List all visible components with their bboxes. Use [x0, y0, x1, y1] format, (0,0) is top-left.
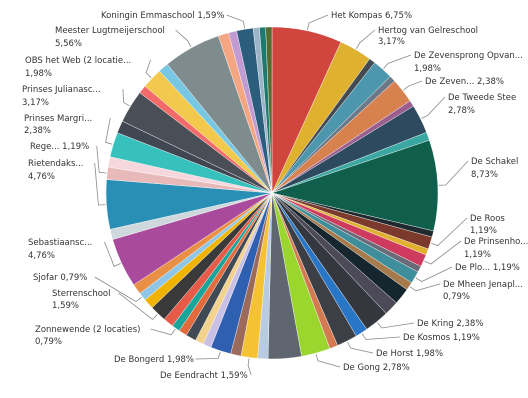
slice-value-de-prinsenho: 1,19% — [464, 250, 491, 260]
leader-line-de-schakel — [438, 160, 469, 186]
pie-slice-unlabeled-56[interactable] — [265, 26, 273, 194]
slice-labels: Het Kompas 6,75%Hertog van Gelreschool3,… — [22, 11, 528, 381]
label-leader-lines — [94, 14, 469, 376]
slice-label-de-schakel: De Schakel — [471, 157, 518, 167]
leader-line-de-kring — [377, 322, 415, 329]
leader-line-rege — [96, 145, 107, 174]
leader-line-meester-lugtmeijerschool — [175, 29, 192, 48]
slice-value-de-zevensprong-opvan: 1,98% — [414, 64, 441, 74]
slice-label-de-kring: De Kring 2,38% — [417, 319, 483, 329]
slice-label-de-kosmos: De Kosmos 1,19% — [403, 333, 480, 343]
leader-line-zonnewende-2-locaties — [150, 328, 176, 336]
leader-line-de-roos — [431, 217, 468, 246]
leader-line-de-zeven — [403, 80, 423, 91]
leader-line-het-kompas — [307, 14, 329, 30]
slice-value-sebastiaansc: 4,76% — [28, 251, 55, 261]
slice-label-het-kompas: Het Kompas 6,75% — [331, 11, 412, 21]
slice-label-prinses-julianasc: Prinses Julianasc... — [22, 85, 101, 95]
leader-line-hertog-van-gelreschool — [355, 29, 376, 50]
pie-slices — [105, 26, 439, 360]
leader-line-de-kosmos — [361, 333, 401, 340]
slice-label-sjofar: Sjofar 0,79% — [33, 273, 87, 283]
leader-line-rietendaks — [94, 162, 106, 206]
slice-value-de-schakel: 8,73% — [471, 170, 498, 180]
slice-label-hertog-van-gelreschool: Hertog van Gelreschool — [378, 26, 478, 36]
slice-value-hertog-van-gelreschool: 3,17% — [378, 37, 405, 47]
slice-value-de-tweede-stee: 2,78% — [448, 106, 475, 116]
pie-slice-de-schakel[interactable] — [271, 140, 439, 232]
slice-value-sterrenschool: 1,59% — [52, 301, 79, 311]
slice-label-de-mheen-jenapl: De Mheen Jenapl... — [443, 280, 523, 290]
slice-value-prinses-julianasc: 3,17% — [22, 98, 49, 108]
slice-label-meester-lugtmeijerschool: Meester Lugtmeijerschool — [55, 26, 165, 36]
slice-label-de-zevensprong-opvan: De Zevensprong Opvan... — [414, 51, 523, 61]
leader-line-de-plo — [415, 266, 453, 282]
leader-line-de-tweede-stee — [421, 96, 446, 119]
slice-label-rietendaks: Rietendaks... — [28, 159, 84, 169]
slice-value-de-roos: 1,19% — [470, 226, 497, 236]
leader-line-de-bongerd — [195, 351, 221, 360]
slice-label-prinses-margri: Prinses Margri... — [24, 114, 92, 124]
slice-value-zonnewende-2-locaties: 0,79% — [35, 337, 62, 347]
slice-label-rege: Rege... 1,19% — [30, 142, 89, 152]
slice-label-de-bongerd: De Bongerd 1,98% — [114, 355, 194, 365]
leader-line-de-prinsenho — [424, 240, 462, 265]
slice-label-de-eendracht: De Eendracht 1,59% — [160, 371, 248, 381]
slice-label-de-gong: De Gong 2,78% — [343, 363, 410, 373]
leader-line-sebastiaansc — [104, 241, 121, 267]
leader-line-prinses-julianasc — [122, 88, 130, 107]
leader-line-prinses-margri — [105, 117, 113, 145]
slice-label-de-plo: De Plo... 1,19% — [455, 263, 520, 273]
slice-label-de-tweede-stee: De Tweede Stee — [448, 93, 516, 103]
leader-line-de-eendracht — [247, 358, 252, 376]
slice-label-obs-het-web-2-locatie: OBS het Web (2 locatie... — [25, 56, 131, 66]
slice-value-prinses-margri: 2,38% — [24, 126, 51, 136]
slice-value-meester-lugtmeijerschool: 5,56% — [55, 39, 82, 49]
slice-label-sebastiaansc: Sebastiaansc... — [28, 238, 92, 248]
leader-line-sterrenschool — [118, 292, 158, 321]
slice-value-obs-het-web-2-locatie: 1,98% — [25, 69, 52, 79]
slice-value-de-mheen-jenapl: 0,79% — [443, 292, 470, 302]
slice-value-rietendaks: 4,76% — [28, 172, 55, 182]
leader-line-de-zevensprong-opvan — [383, 54, 412, 69]
leader-line-de-mheen-jenapl — [409, 283, 441, 292]
slice-label-de-horst: De Horst 1,98% — [376, 349, 443, 359]
slice-label-zonnewende-2-locaties: Zonnewende (2 locaties) — [35, 325, 140, 335]
leader-line-de-horst — [347, 341, 374, 354]
slice-label-sterrenschool: Sterrenschool — [52, 289, 110, 299]
leader-line-sjofar — [94, 276, 142, 303]
leader-line-obs-het-web-2-locatie — [145, 59, 152, 78]
slice-label-koningin-emmaschool: Koningin Emmaschool 1,59% — [101, 11, 224, 21]
leader-line-koningin-emmaschool — [226, 14, 245, 29]
slice-label-de-roos: De Roos — [470, 214, 505, 224]
slice-label-de-prinsenho: De Prinsenho... — [464, 237, 528, 247]
slice-label-de-zeven: De Zeven... 2,38% — [425, 77, 504, 87]
leader-line-de-gong — [315, 353, 341, 368]
